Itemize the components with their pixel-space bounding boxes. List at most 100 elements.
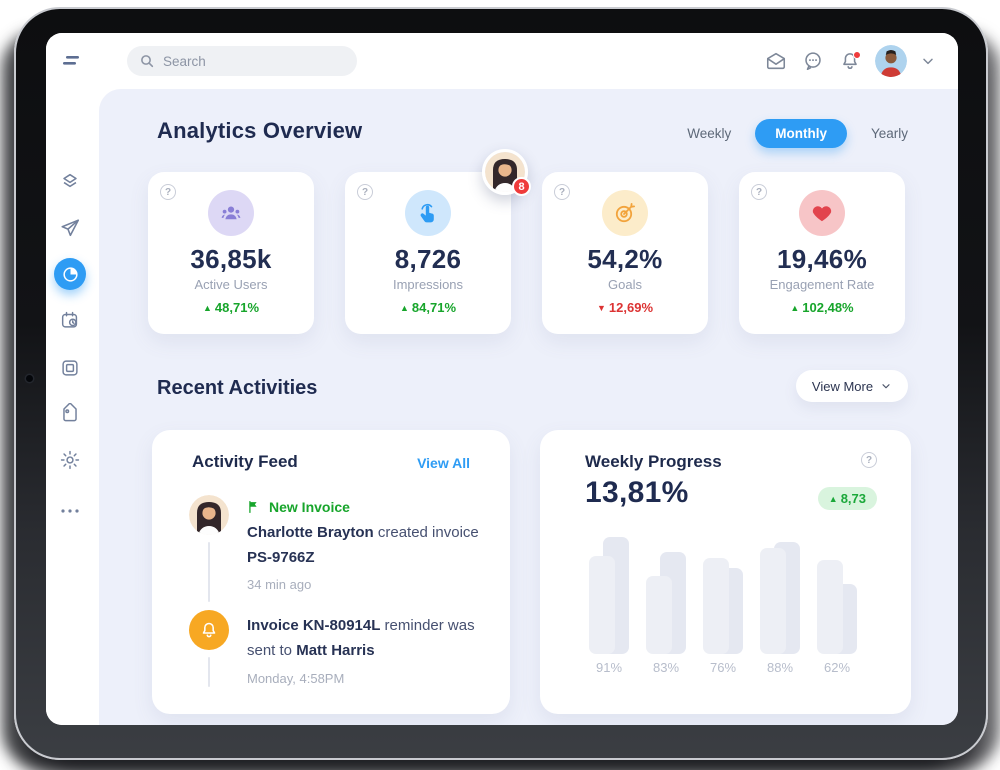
- search-icon: [139, 53, 155, 69]
- help-icon[interactable]: ?: [160, 184, 176, 200]
- target-icon: [602, 190, 648, 236]
- chevron-down-icon[interactable]: [920, 49, 936, 73]
- sidebar-item-analytics[interactable]: [54, 258, 86, 290]
- bar-label: 76%: [709, 660, 737, 675]
- floating-avatar[interactable]: 8: [482, 149, 531, 196]
- main-panel: Analytics Overview Weekly Monthly Yearly…: [99, 89, 958, 725]
- sidebar-item-send[interactable]: [59, 217, 81, 239]
- sidebar-item-schedule[interactable]: [59, 309, 81, 331]
- help-icon[interactable]: ?: [861, 452, 877, 468]
- weekly-progress-card: Weekly Progress ? 13,81% ▲ 8,73 91% 83% 76%…: [540, 430, 911, 714]
- trend-down-icon: ▼: [596, 303, 606, 313]
- bar-front: [817, 560, 843, 654]
- page-title: Analytics Overview: [157, 118, 363, 143]
- activity-tag-label: New Invoice: [269, 499, 350, 515]
- period-tabs: Weekly Monthly Yearly: [687, 118, 908, 148]
- bell-icon[interactable]: [838, 49, 862, 73]
- sidebar-item-tags[interactable]: [59, 403, 81, 425]
- search-input[interactable]: [163, 53, 345, 69]
- bar-front: [589, 556, 615, 654]
- activity-feed-card: Activity Feed View All New Invoice Charl…: [152, 430, 510, 714]
- trend-up-icon: ▲: [202, 303, 212, 313]
- chat-icon[interactable]: [801, 49, 825, 73]
- stat-card-goals: ? 54,2% Goals ▼ 12,69%: [542, 172, 708, 334]
- stat-delta: ▲ 48,71%: [202, 300, 259, 315]
- view-all-link[interactable]: View All: [417, 455, 470, 471]
- timeline-connector: [208, 542, 210, 602]
- bar-group: 88%: [760, 532, 800, 675]
- sidebar-item-settings[interactable]: [59, 449, 81, 471]
- activity-tag: New Invoice: [247, 499, 350, 515]
- timeline-connector: [208, 657, 210, 687]
- bar-front: [703, 558, 729, 654]
- activity-time: 34 min ago: [247, 577, 312, 592]
- stat-value: 19,46%: [777, 244, 867, 274]
- avatar-charlotte: [189, 495, 229, 535]
- bar-group: 91%: [589, 532, 629, 675]
- sidebar: [46, 89, 99, 725]
- bar-group: 76%: [703, 532, 743, 675]
- user-avatar[interactable]: [875, 45, 907, 77]
- help-icon[interactable]: ?: [554, 184, 570, 200]
- sidebar-item-layers[interactable]: [59, 171, 81, 193]
- sidebar-item-projects[interactable]: [59, 357, 81, 379]
- stat-delta: ▲ 84,71%: [399, 300, 456, 315]
- sidebar-item-more[interactable]: [59, 508, 81, 514]
- help-icon[interactable]: ?: [357, 184, 373, 200]
- stat-card-impressions: ? 8,726 Impressions ▲ 84,71%: [345, 172, 511, 334]
- notification-dot: [853, 51, 861, 59]
- topbar: [46, 33, 958, 89]
- view-more-button[interactable]: View More: [796, 370, 908, 402]
- trend-up-icon: ▲: [828, 494, 838, 504]
- progress-badge: ▲ 8,73: [817, 487, 877, 510]
- bar-label: 91%: [595, 660, 623, 675]
- reminder-bell-icon: [189, 610, 229, 650]
- avatar: [485, 152, 525, 192]
- trend-up-icon: ▲: [399, 303, 409, 313]
- topbar-actions: [764, 33, 936, 89]
- stat-card-active-users: ? 36,85k Active Users ▲ 48,71%: [148, 172, 314, 334]
- stat-value: 8,726: [394, 244, 462, 274]
- heart-icon: [799, 190, 845, 236]
- envelope-icon[interactable]: [764, 49, 788, 73]
- users-icon: [208, 190, 254, 236]
- activity-text: Invoice KN-80914L reminder was sent to M…: [247, 617, 475, 659]
- stat-label: Impressions: [392, 277, 464, 292]
- activity-time: Monday, 4:58PM: [247, 671, 345, 686]
- menu-icon[interactable]: [58, 48, 84, 74]
- weekly-bars: 91% 83% 76% 88% 62%: [589, 532, 857, 675]
- stat-label: Active Users: [194, 277, 268, 292]
- tab-weekly[interactable]: Weekly: [687, 125, 732, 141]
- card-title: Weekly Progress: [585, 452, 722, 471]
- stat-delta: ▲ 102,48%: [790, 300, 854, 315]
- bar-group: 83%: [646, 532, 686, 675]
- progress-value: 13,81%: [585, 476, 689, 509]
- stat-label: Goals: [608, 277, 642, 292]
- search-bar: [127, 46, 357, 76]
- stats-row: ? 36,85k Active Users ▲ 48,71% ? 8,726 Im…: [148, 172, 905, 334]
- bar-label: 62%: [823, 660, 851, 675]
- stat-delta: ▼ 12,69%: [596, 300, 653, 315]
- view-more-label: View More: [811, 378, 874, 394]
- bar-label: 88%: [766, 660, 794, 675]
- tab-monthly[interactable]: Monthly: [755, 118, 847, 148]
- bar-front: [646, 576, 672, 654]
- help-icon[interactable]: ?: [751, 184, 767, 200]
- flag-icon: [247, 500, 261, 514]
- chevron-down-icon: [880, 380, 892, 392]
- bar-label: 83%: [652, 660, 680, 675]
- screen: Analytics Overview Weekly Monthly Yearly…: [46, 33, 958, 725]
- tablet-frame: Analytics Overview Weekly Monthly Yearly…: [14, 7, 988, 760]
- stat-value: 36,85k: [190, 244, 272, 274]
- activity-text: Charlotte Brayton created invoice PS-976…: [247, 524, 479, 566]
- section-title-recent-activities: Recent Activities: [157, 377, 318, 399]
- bar-group: 62%: [817, 532, 857, 675]
- bar-front: [760, 548, 786, 654]
- card-title: Activity Feed: [192, 452, 298, 471]
- trend-up-icon: ▲: [790, 303, 800, 313]
- stat-label: Engagement Rate: [769, 277, 875, 292]
- notification-count-badge: 8: [512, 177, 531, 196]
- stat-value: 54,2%: [587, 244, 663, 274]
- tab-yearly[interactable]: Yearly: [870, 125, 908, 141]
- front-camera: [26, 375, 33, 382]
